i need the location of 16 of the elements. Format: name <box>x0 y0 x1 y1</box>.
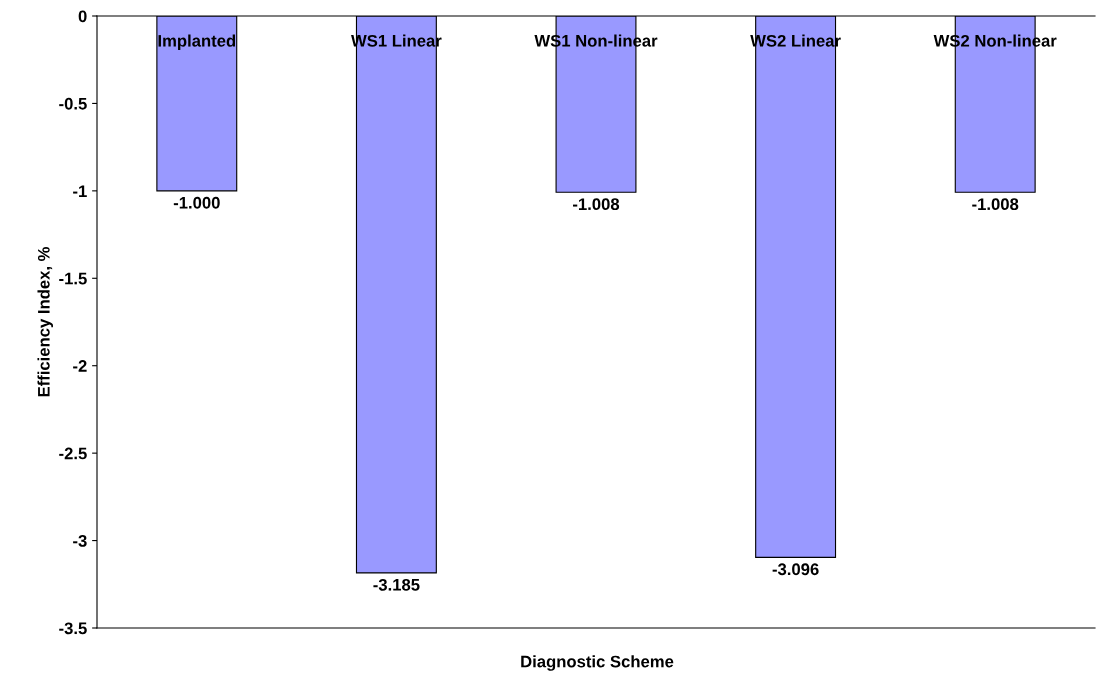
y-tick-label: 0 <box>78 10 87 23</box>
y-tick-label: -1.5 <box>59 272 87 285</box>
data-label: -3.185 <box>373 578 420 591</box>
x-axis-title: Diagnostic Scheme <box>521 655 674 671</box>
y-tick-label: -0.5 <box>59 97 87 110</box>
data-label: -1.008 <box>573 198 620 211</box>
y-tick-label: -3.5 <box>59 622 87 635</box>
data-label: -3.096 <box>772 563 819 576</box>
y-tick-label: -1 <box>73 185 87 197</box>
y-tick-label: -2 <box>73 360 87 372</box>
data-label: -1.008 <box>972 198 1019 211</box>
y-axis-title: Efficiency Index, % <box>37 246 54 397</box>
data-label: -1.000 <box>173 196 220 209</box>
y-tick-label: -2.5 <box>59 447 87 460</box>
x-tick-label: Implanted <box>158 34 236 51</box>
y-tick-label: -3 <box>73 534 87 547</box>
